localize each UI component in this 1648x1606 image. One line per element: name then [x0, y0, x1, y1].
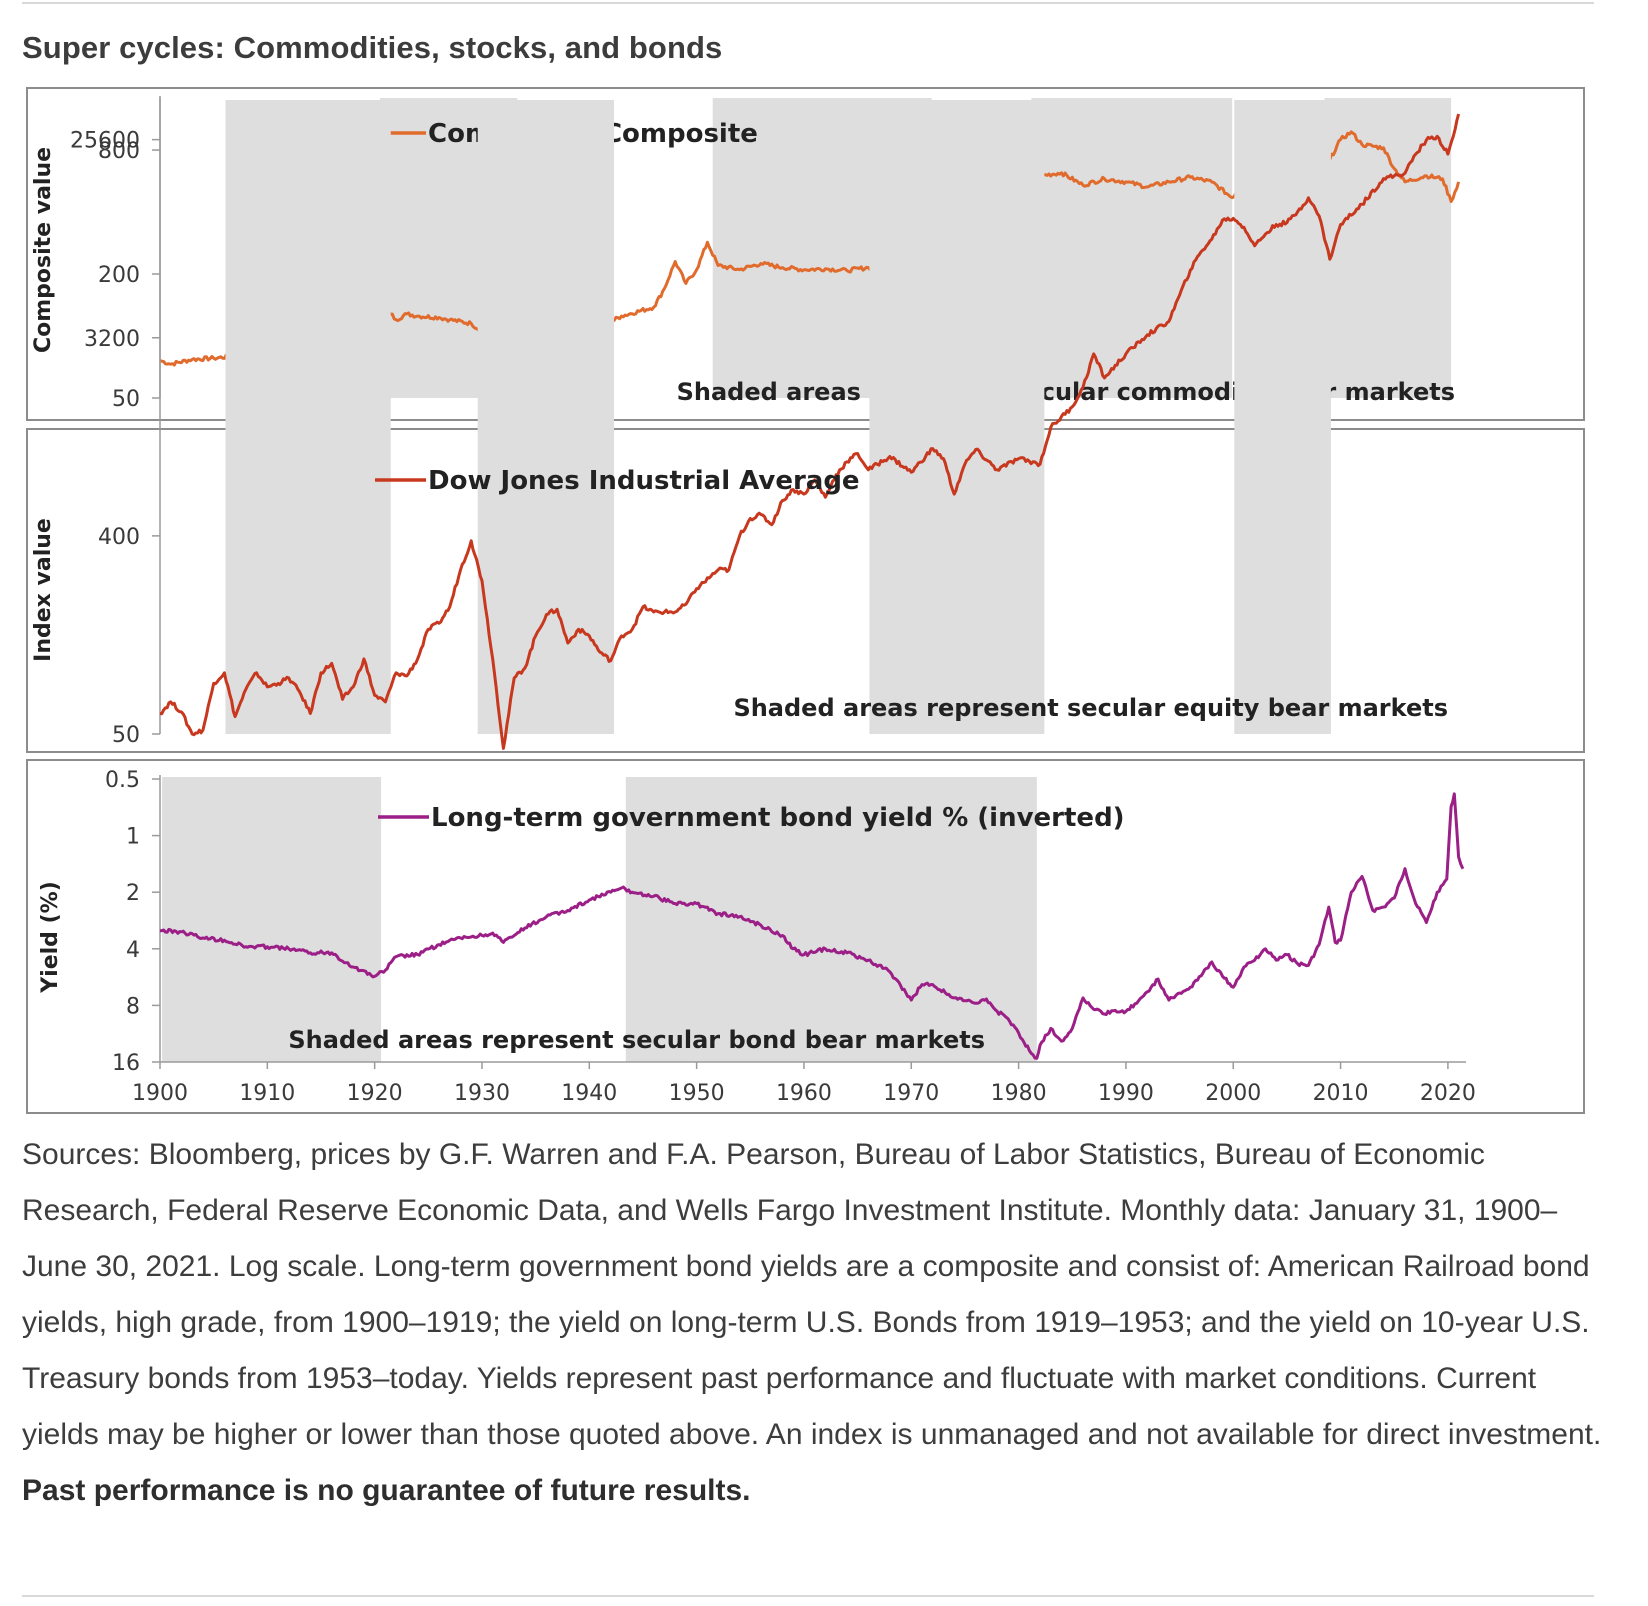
dow-y-tick-label: 25600 — [70, 129, 140, 154]
x-tick-label: 2010 — [1313, 1081, 1369, 1106]
x-tick-label: 1940 — [561, 1081, 617, 1106]
bottom-divider — [22, 1595, 1594, 1597]
x-tick-label: 1920 — [347, 1081, 403, 1106]
sources-text: Sources: Bloomberg, prices by G.F. Warre… — [22, 1138, 1602, 1451]
x-tick-label: 1900 — [132, 1081, 188, 1106]
bond-y-axis-title: Yield (%) — [38, 881, 63, 994]
x-tick-label: 1910 — [239, 1081, 295, 1106]
commodity-shaded-period — [1324, 98, 1452, 398]
past-performance-disclaimer: Past performance is no guarantee of futu… — [22, 1474, 751, 1507]
bond-y-tick-label: 1 — [126, 825, 140, 850]
bond-panel: 0.5 1 2 4 8 16 Yield (%) 1900 1910 1920 1930 1940 19… — [26, 759, 1585, 1114]
x-tick-label: 1950 — [669, 1081, 725, 1106]
x-tick-label: 1990 — [1098, 1081, 1154, 1106]
commodity-y-tick-label: 200 — [98, 263, 140, 288]
dow-shaded-period — [1234, 100, 1331, 734]
dow-y-tick-label: 400 — [98, 525, 140, 550]
bond-y-tick-label: 4 — [126, 938, 140, 963]
dow-panel: 50 400 3200 25600 Index value Dow Jones Indus… — [26, 98, 1585, 753]
dow-legend-label: Dow Jones Industrial Average — [428, 466, 860, 496]
sources-note: Sources: Bloomberg, prices by G.F. Warre… — [22, 1127, 1607, 1519]
commodity-y-tick-label: 800 — [98, 139, 140, 164]
bond-y-tick-label: 16 — [112, 1051, 140, 1076]
dow-shaded-period — [225, 100, 391, 734]
page-title: Super cycles: Commodities, stocks, and b… — [22, 30, 723, 65]
bond-legend-label: Long-term government bond yield % (inver… — [431, 803, 1125, 833]
x-tick-label: 1960 — [776, 1081, 832, 1106]
dow-shading-note: Shaded areas represent secular equity be… — [733, 694, 1448, 722]
commodity-y-tick-label: 50 — [112, 387, 140, 412]
commodity-shaded-period — [1031, 98, 1233, 398]
commodity-y-axis-title: Composite value — [31, 147, 56, 353]
dow-series-line — [159, 113, 1461, 750]
x-tick-label: 1930 — [454, 1081, 510, 1106]
x-tick-label: 1970 — [883, 1081, 939, 1106]
x-tick-label: 2000 — [1205, 1081, 1261, 1106]
bond-series-line — [159, 792, 1465, 1060]
bond-shaded-period — [625, 777, 1037, 1062]
top-divider — [22, 2, 1594, 4]
bond-shaded-period — [162, 777, 382, 1062]
x-tick-label: 1980 — [991, 1081, 1047, 1106]
bond-y-tick-label: 2 — [126, 881, 140, 906]
bond-shading-note: Shaded areas represent secular bond bear… — [288, 1026, 985, 1054]
dow-y-tick-label: 3200 — [84, 327, 140, 352]
dow-shaded-period — [869, 100, 1045, 734]
dow-y-tick-label: 50 — [112, 723, 140, 748]
dow-shaded-period — [477, 100, 614, 734]
bond-y-tick-label: 0.5 — [105, 768, 140, 793]
x-tick-label: 2020 — [1420, 1081, 1476, 1106]
bond-y-tick-label: 8 — [126, 994, 140, 1019]
dow-y-axis-title: Index value — [31, 518, 56, 662]
commodity-shading-note: Shaded areas represent secular commodity… — [677, 378, 1455, 406]
